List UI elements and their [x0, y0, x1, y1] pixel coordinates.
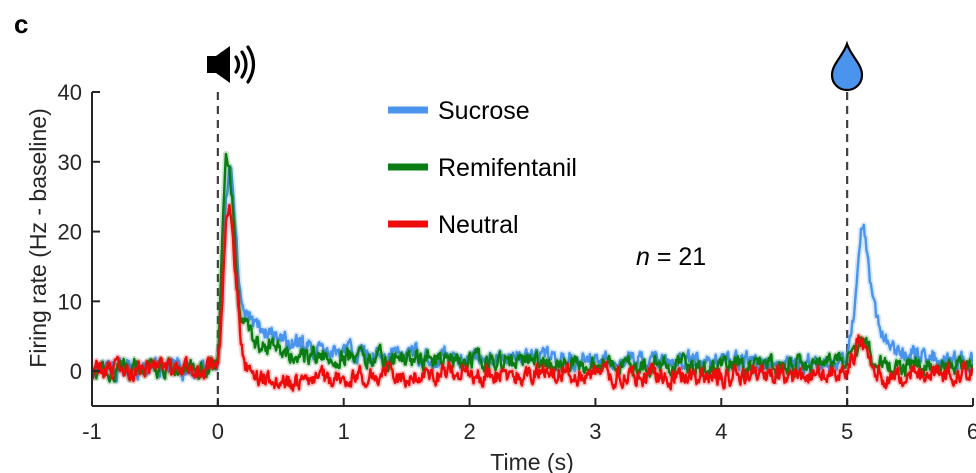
axes: -1 0 1 2 3 4 5 6 0 10 20 30 40	[58, 80, 976, 444]
n-symbol: n	[636, 243, 650, 271]
x-tick-label: 2	[463, 419, 475, 444]
sample-size-annotation: n = 21	[636, 243, 706, 271]
x-axis-label: Time (s)	[490, 449, 573, 473]
x-tick-label: -1	[82, 419, 102, 444]
x-tick-label: 0	[212, 419, 224, 444]
y-tick-label: 30	[58, 150, 82, 175]
series-line-neutral	[92, 204, 973, 392]
x-tick-label: 6	[967, 419, 976, 444]
legend-label-neutral: Neutral	[438, 211, 519, 239]
legend: Sucrose Remifentanil Neutral	[388, 97, 577, 239]
y-tick-label: 10	[58, 289, 82, 314]
x-tick-label: 4	[715, 419, 727, 444]
y-tick-label: 20	[58, 220, 82, 245]
legend-label-remifentanil: Remifentanil	[438, 154, 577, 182]
x-tick-label: 3	[589, 419, 601, 444]
x-tick-label: 5	[841, 419, 853, 444]
y-tick-label: 0	[70, 359, 82, 384]
y-tick-label: 40	[58, 80, 82, 105]
x-tick-label: 1	[338, 419, 350, 444]
event-markers	[216, 92, 849, 406]
y-axis-label: Firing rate (Hz - baseline)	[25, 108, 51, 367]
water-drop-icon	[830, 40, 864, 92]
panel-label: c	[14, 9, 28, 39]
legend-label-sucrose: Sucrose	[438, 97, 530, 125]
n-value: = 21	[650, 243, 706, 271]
series-layer	[92, 150, 973, 394]
speaker-icon	[207, 45, 256, 84]
